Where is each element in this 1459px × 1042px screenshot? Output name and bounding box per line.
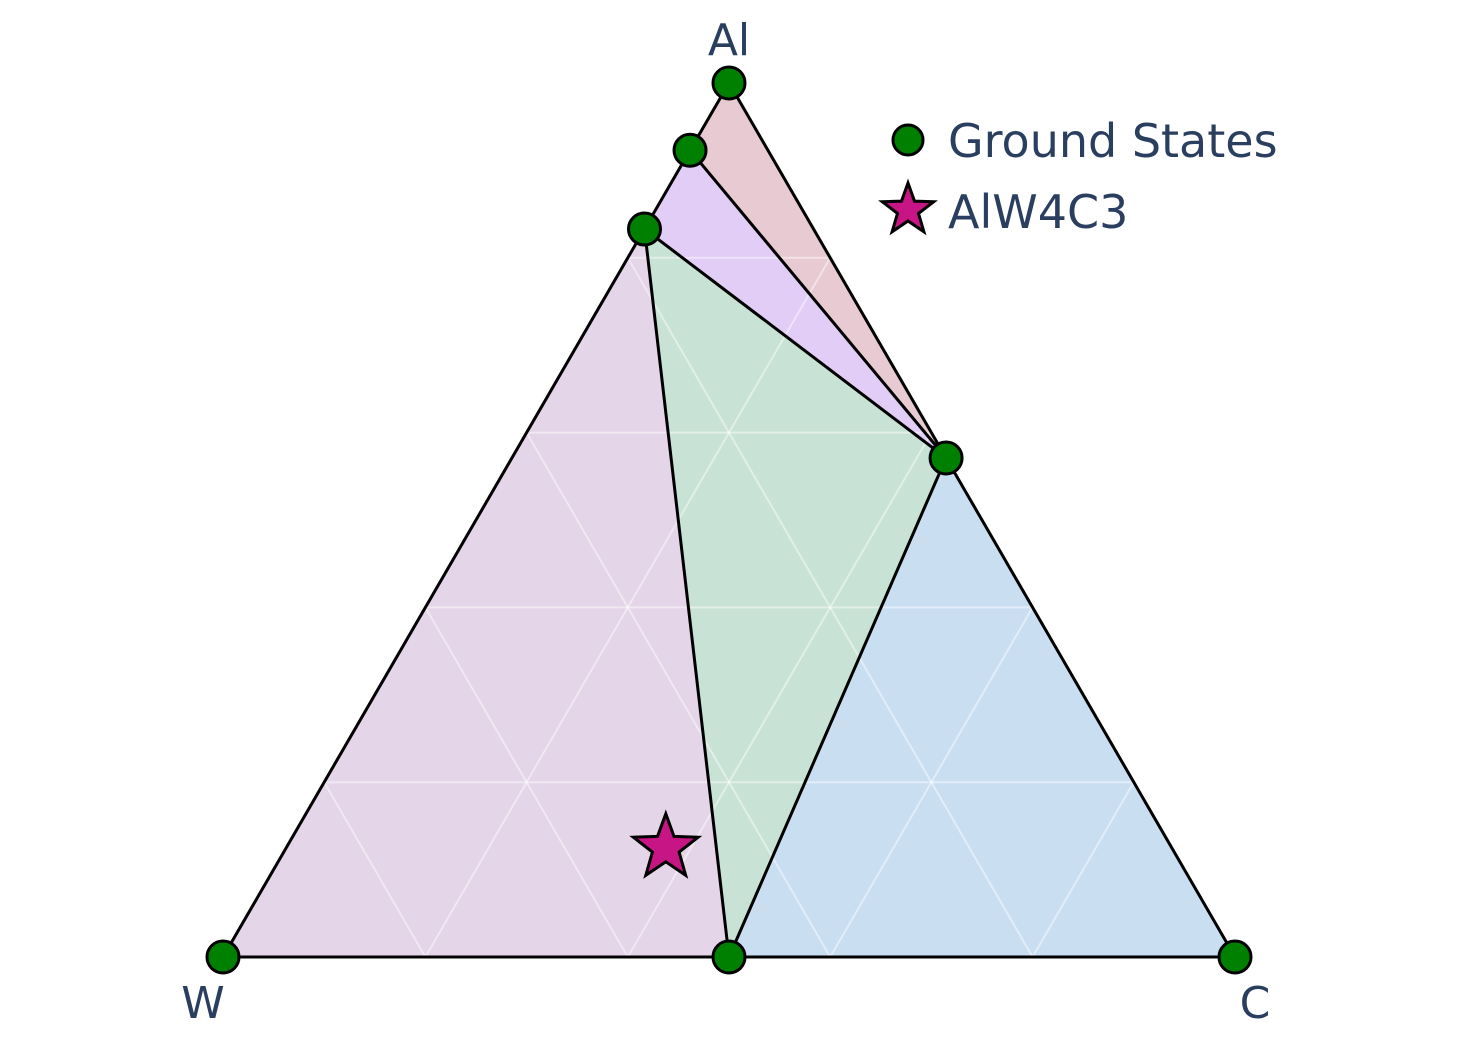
- phase-region-2: [644, 228, 947, 957]
- tie-line: [727, 457, 948, 958]
- ground-state-point-1: [711, 65, 747, 101]
- gridline-c: [424, 257, 832, 958]
- tie-line: [643, 227, 947, 460]
- legend-marker-ground-states: [891, 123, 925, 157]
- axis-label-right: C: [1240, 978, 1271, 1029]
- ternary-gridlines: [323, 256, 1135, 958]
- ground-state-point-5: [928, 440, 964, 476]
- gridline-c: [829, 606, 1034, 958]
- gridline-w: [323, 781, 427, 958]
- axis-label-top: Al: [708, 15, 750, 66]
- ground-state-point-3: [1217, 939, 1253, 975]
- gridline-w: [626, 257, 1034, 958]
- gridline-w: [424, 606, 629, 958]
- gridline-c: [1031, 781, 1135, 958]
- ground-state-point-4: [711, 939, 747, 975]
- phase-regions: [223, 83, 1235, 957]
- phase-region-4: [644, 150, 947, 458]
- tie-line: [688, 149, 948, 459]
- phase-region-5: [690, 83, 947, 458]
- legend-marker-alw4c3: [878, 178, 938, 236]
- ground-state-point-2: [205, 939, 241, 975]
- tie-line: [643, 228, 731, 958]
- phase-region-3: [729, 457, 1235, 957]
- gridline-w: [525, 432, 832, 958]
- legend-label-ground-states: Ground States: [948, 114, 1278, 168]
- data-points: [205, 65, 1253, 975]
- legend-label-alw4c3: AlW4C3: [948, 185, 1128, 239]
- phase-region-1: [223, 228, 729, 957]
- ground-state-point-7: [626, 211, 662, 247]
- axis-label-left: W: [181, 978, 225, 1029]
- legend: Ground States AlW4C3: [878, 114, 1278, 239]
- ground-state-point-6: [672, 132, 708, 168]
- alw4c3-star-marker: [629, 809, 703, 879]
